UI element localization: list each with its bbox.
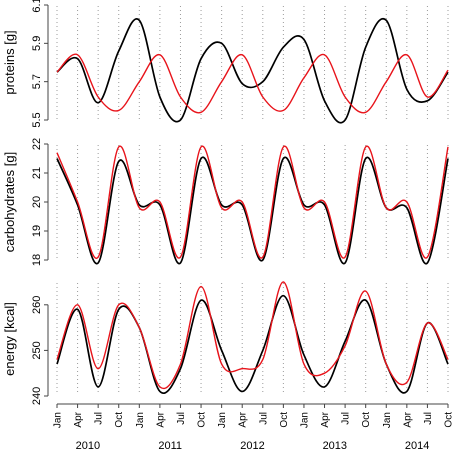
x-tick-label: Oct: [361, 412, 372, 428]
x-tick-label: Jan: [135, 412, 146, 428]
x-axis: Jan Apr Jul Oct Jan Apr Jul Oct Jan Apr Jul Oct Jan A…: [53, 403, 455, 452]
x-tick-label: Oct: [197, 412, 208, 428]
y-tick-label: 18: [31, 254, 43, 266]
x-tick-label: Jul: [94, 412, 105, 425]
year-label: 2013: [323, 440, 347, 452]
year-label: 2014: [405, 440, 429, 452]
y-tick-label: 240: [31, 387, 43, 405]
chart-panels: 5.5 5.7 5.9 6.1 proteins [g] 18 19 20 21 22 carboh…: [2, 0, 449, 405]
year-label: 2012: [240, 440, 264, 452]
x-tick-label: Jan: [299, 412, 310, 428]
x-tick-label: Jan: [53, 412, 64, 428]
y-tick-label: 6.1: [31, 0, 43, 13]
panel-1: 5.5 5.7 5.9 6.1 proteins [g]: [2, 0, 449, 128]
x-tick-label: Apr: [402, 411, 413, 427]
x-tick-label: Oct: [114, 412, 125, 428]
y-axis-label: energy [kcal]: [2, 302, 17, 376]
x-tick-label: Jul: [341, 412, 352, 425]
x-tick-label: Jul: [423, 412, 434, 425]
y-tick-label: 20: [31, 196, 43, 208]
year-label: 2011: [158, 440, 182, 452]
x-tick-label: Apr: [238, 411, 249, 427]
y-tick-label: 19: [31, 225, 43, 237]
series-line-red: [56, 145, 449, 259]
x-tick-label: Apr: [155, 411, 166, 427]
x-tick-label: Jul: [258, 412, 269, 425]
x-tick-label: Jul: [176, 412, 187, 425]
y-axis-label: proteins [g]: [2, 30, 17, 94]
panel-2: 18 19 20 21 22 carbohydrates [g]: [2, 138, 449, 266]
x-tick-label: Jan: [382, 412, 393, 428]
x-tick-label: Apr: [320, 411, 331, 427]
x-tick-label: Apr: [73, 411, 84, 427]
x-tick-label: Oct: [279, 412, 290, 428]
x-tick-label: Jan: [217, 412, 228, 428]
y-tick-label: 5.5: [31, 112, 43, 127]
y-tick-label: 5.7: [31, 74, 43, 89]
y-tick-label: 21: [31, 167, 43, 179]
series-line-red: [56, 53, 449, 114]
y-axis-label: carbohydrates [g]: [2, 152, 17, 252]
y-tick-label: 260: [31, 296, 43, 314]
y-tick-label: 5.9: [31, 36, 43, 51]
series-line-black: [56, 17, 449, 124]
y-tick-label: 250: [31, 341, 43, 359]
y-tick-label: 22: [31, 138, 43, 150]
panel-3: 240 250 260 energy [kcal]: [2, 281, 449, 405]
series-line-red: [56, 281, 449, 390]
x-tick-label: Oct: [444, 412, 455, 428]
year-label: 2010: [76, 440, 100, 452]
